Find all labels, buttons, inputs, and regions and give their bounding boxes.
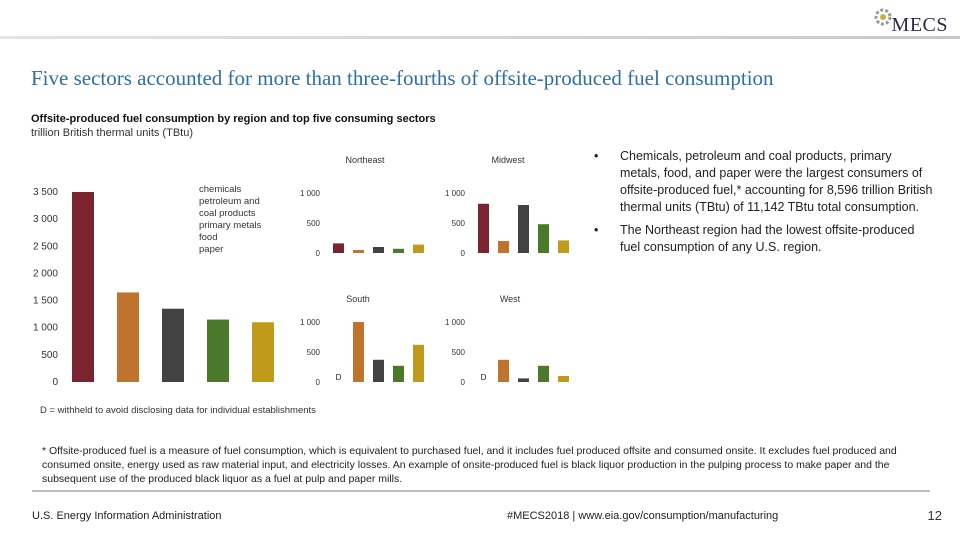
y-tick-label: 1 000 <box>445 189 466 198</box>
bar-petroleum-and-coal-products <box>498 359 509 382</box>
legend-item-coal: coal products <box>199 208 256 219</box>
bar-petroleum-and-coal-products <box>498 241 509 253</box>
data-label-withheld: D <box>481 373 487 382</box>
y-tick-label: 1 000 <box>300 318 321 327</box>
bar-paper <box>413 344 424 382</box>
bullet-marker: • <box>594 149 599 163</box>
key-findings: • Chemicals, petroleum and coal products… <box>594 148 934 262</box>
y-tick-label: 1 500 <box>33 296 58 307</box>
bar-petroleum-and-coal-products <box>353 250 364 253</box>
bar-petroleum-and-coal-products <box>353 322 364 382</box>
mecs-logo: MECS <box>868 4 948 36</box>
chart-units: trillion British thermal units (TBtu) <box>31 127 193 139</box>
panel-title: Northeast <box>345 155 385 165</box>
bar-primary-metals <box>518 205 529 253</box>
y-tick-label: 500 <box>307 219 321 228</box>
y-tick-label: 1 000 <box>33 323 58 334</box>
page-number: 12 <box>927 508 942 523</box>
slide-title: Five sectors accounted for more than thr… <box>31 66 774 90</box>
y-tick-label: 0 <box>461 378 466 387</box>
y-tick-label: 2 000 <box>33 268 58 279</box>
chart-subtitle: Offsite-produced fuel consumption by reg… <box>31 113 436 125</box>
footnote: * Offsite-produced fuel is a measure of … <box>42 445 897 485</box>
legend-item-paper: paper <box>199 244 224 255</box>
bar-food <box>538 224 549 253</box>
y-tick-label: 0 <box>316 249 321 258</box>
header-divider <box>0 36 960 39</box>
panel-title: South <box>346 294 370 304</box>
bar-primary-metals <box>373 247 384 253</box>
bar-petroleum-and-coal-products <box>117 292 139 382</box>
chart-panel-south: South 1 000 500 0 D <box>300 294 424 387</box>
bullet-text: The Northeast region had the lowest offs… <box>620 223 915 254</box>
chart-panel-midwest: Midwest 1 000 500 0 <box>445 155 569 258</box>
bar-paper <box>252 322 274 382</box>
y-tick-label: 500 <box>452 348 466 357</box>
y-tick-label: 2 500 <box>33 241 58 252</box>
logo-text: MECS <box>891 14 948 36</box>
withheld-note: D = withheld to avoid disclosing data fo… <box>40 405 316 416</box>
bar-paper <box>558 376 569 382</box>
y-tick-label: 500 <box>307 348 321 357</box>
sector-legend: chemicals petroleum and coal products pr… <box>199 184 279 256</box>
bullet-item: • The Northeast region had the lowest of… <box>594 222 934 256</box>
bar-food <box>207 319 229 382</box>
legend-item-chemicals: chemicals <box>199 184 242 195</box>
gear-icon <box>874 8 892 26</box>
bar-chemicals <box>333 243 344 253</box>
y-tick-label: 3 500 <box>33 187 58 198</box>
bar-chemicals <box>478 203 489 253</box>
panel-title: West <box>500 294 521 304</box>
y-tick-label: 500 <box>41 350 58 361</box>
y-tick-label: 3 000 <box>33 214 58 225</box>
bar-paper <box>558 240 569 253</box>
bar-food <box>393 248 404 253</box>
bar-paper <box>413 244 424 253</box>
y-tick-label: 1 000 <box>445 318 466 327</box>
bullet-item: • Chemicals, petroleum and coal products… <box>594 148 934 216</box>
footnote-divider <box>32 438 930 492</box>
bullet-text: Chemicals, petroleum and coal products, … <box>620 149 933 214</box>
bar-chemicals <box>72 192 94 382</box>
data-label-withheld: D <box>336 373 342 382</box>
y-tick-label: 0 <box>461 249 466 258</box>
legend-item-food: food <box>199 232 218 243</box>
bar-primary-metals <box>162 308 184 382</box>
y-tick-label: 1 000 <box>300 189 321 198</box>
bar-food <box>393 365 404 382</box>
bar-primary-metals <box>373 359 384 382</box>
bullet-marker: • <box>594 223 599 237</box>
footer-source: U.S. Energy Information Administration <box>32 510 222 522</box>
legend-item-petroleum: petroleum and <box>199 196 260 207</box>
footer-link[interactable]: #MECS2018 | www.eia.gov/consumption/manu… <box>507 510 779 522</box>
chart-panel-national: 3 500 3 000 2 500 2 000 1 500 1 000 500 0 <box>33 187 274 388</box>
y-tick-label: 0 <box>52 377 58 388</box>
chart-panel-west: West 1 000 500 0 D <box>445 294 569 387</box>
bar-primary-metals <box>518 378 529 382</box>
panel-title: Midwest <box>491 155 525 165</box>
y-tick-label: 500 <box>452 219 466 228</box>
chart-panel-northeast: Northeast 1 000 500 0 <box>300 155 424 258</box>
legend-item-primary-metals: primary metals <box>199 220 262 231</box>
y-tick-label: 0 <box>316 378 321 387</box>
bar-food <box>538 365 549 382</box>
